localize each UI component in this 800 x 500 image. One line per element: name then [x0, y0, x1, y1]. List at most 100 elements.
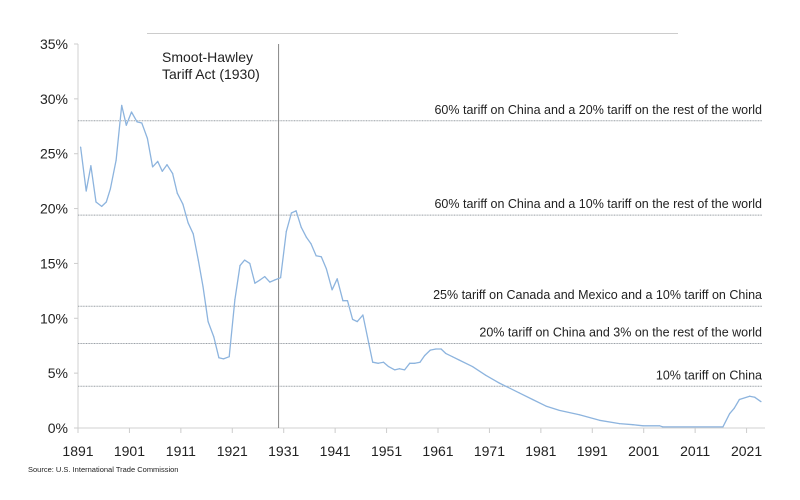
data-point	[202, 285, 204, 288]
reference-line-label: 60% tariff on China and a 10% tariff on …	[434, 197, 762, 211]
reference-line-label: 60% tariff on China and a 20% tariff on …	[434, 103, 762, 117]
data-point	[300, 226, 302, 228]
data-point	[749, 395, 751, 397]
data-point	[187, 222, 189, 224]
data-point	[136, 121, 138, 123]
reference-line-label: 25% tariff on Canada and Mexico and a 10…	[433, 288, 762, 302]
data-point	[388, 365, 390, 368]
data-point	[130, 111, 133, 113]
data-point	[121, 104, 123, 107]
data-point	[356, 320, 358, 323]
x-tick-label: 1941	[320, 443, 351, 459]
data-point	[239, 265, 241, 267]
y-tick-label: 25%	[40, 146, 68, 162]
data-point	[90, 165, 92, 167]
data-point	[325, 268, 327, 270]
data-point	[280, 277, 282, 279]
data-point	[429, 349, 431, 351]
x-tick-label: 2001	[628, 443, 659, 459]
data-point	[382, 361, 385, 363]
data-point	[394, 369, 396, 371]
data-point	[290, 212, 293, 214]
data-point	[471, 365, 474, 368]
data-point	[435, 348, 437, 350]
data-point	[182, 203, 184, 205]
data-point	[342, 300, 344, 302]
y-tick-label: 20%	[40, 201, 68, 217]
data-point	[662, 426, 664, 428]
data-point	[274, 279, 276, 281]
data-point	[414, 362, 416, 364]
data-point	[315, 255, 317, 257]
data-point	[244, 259, 246, 261]
reference-line-label: 10% tariff on China	[656, 368, 762, 382]
data-point	[310, 243, 312, 245]
data-point	[754, 396, 756, 398]
data-point	[109, 188, 111, 190]
data-point	[598, 419, 601, 421]
x-tick-label: 1891	[62, 443, 93, 459]
data-point	[249, 262, 251, 265]
data-point	[440, 348, 442, 350]
data-point	[545, 405, 547, 407]
decorative-top-rule	[147, 33, 678, 34]
data-point	[518, 392, 520, 394]
data-point	[101, 205, 103, 207]
data-point	[331, 289, 333, 291]
data-point	[176, 192, 178, 194]
data-point	[207, 320, 209, 323]
data-point	[295, 210, 297, 212]
smoot-hawley-label: Tariff Act (1930)	[162, 66, 260, 82]
data-point	[738, 398, 740, 401]
data-point	[722, 426, 724, 428]
data-point	[222, 358, 225, 360]
data-point	[269, 281, 271, 283]
data-point	[485, 374, 487, 376]
data-point	[95, 201, 97, 203]
reference-line-label: 20% tariff on China and 3% on the rest o…	[479, 326, 762, 340]
x-tick-label: 1971	[474, 443, 505, 459]
data-point	[445, 352, 447, 354]
x-tick-label: 1951	[371, 443, 402, 459]
data-point	[197, 259, 199, 261]
data-point	[362, 314, 364, 316]
data-point	[346, 300, 349, 302]
data-point	[505, 385, 507, 387]
data-point	[632, 424, 634, 426]
data-point	[352, 318, 354, 320]
y-tick-label: 5%	[48, 365, 68, 381]
data-point	[398, 368, 401, 370]
y-tick-label: 15%	[40, 255, 68, 271]
data-point	[498, 382, 500, 384]
data-point	[218, 357, 220, 359]
data-point	[419, 361, 421, 363]
data-point	[105, 201, 107, 203]
data-point	[377, 362, 379, 364]
x-tick-label: 2021	[731, 443, 762, 459]
x-tick-label: 1921	[217, 443, 248, 459]
data-point	[213, 336, 215, 338]
data-point	[729, 413, 731, 415]
data-point	[192, 233, 194, 235]
data-point	[403, 369, 406, 371]
x-tick-label: 1991	[577, 443, 608, 459]
x-tick-label: 1961	[422, 443, 453, 459]
data-point	[254, 282, 256, 284]
data-point	[372, 361, 374, 363]
data-point	[760, 401, 762, 403]
data-point	[336, 278, 338, 280]
source-note: Source: U.S. International Trade Commiss…	[28, 465, 179, 474]
x-tick-label: 2011	[680, 443, 710, 459]
data-point	[458, 359, 460, 361]
data-point	[424, 354, 426, 357]
y-tick-label: 10%	[40, 310, 68, 326]
data-point	[264, 275, 266, 278]
data-point	[532, 398, 534, 401]
x-tick-label: 1901	[114, 443, 145, 459]
data-point	[172, 172, 174, 175]
data-point	[161, 170, 163, 172]
y-tick-label: 30%	[40, 91, 68, 107]
data-point	[320, 256, 322, 258]
data-point	[166, 164, 168, 166]
